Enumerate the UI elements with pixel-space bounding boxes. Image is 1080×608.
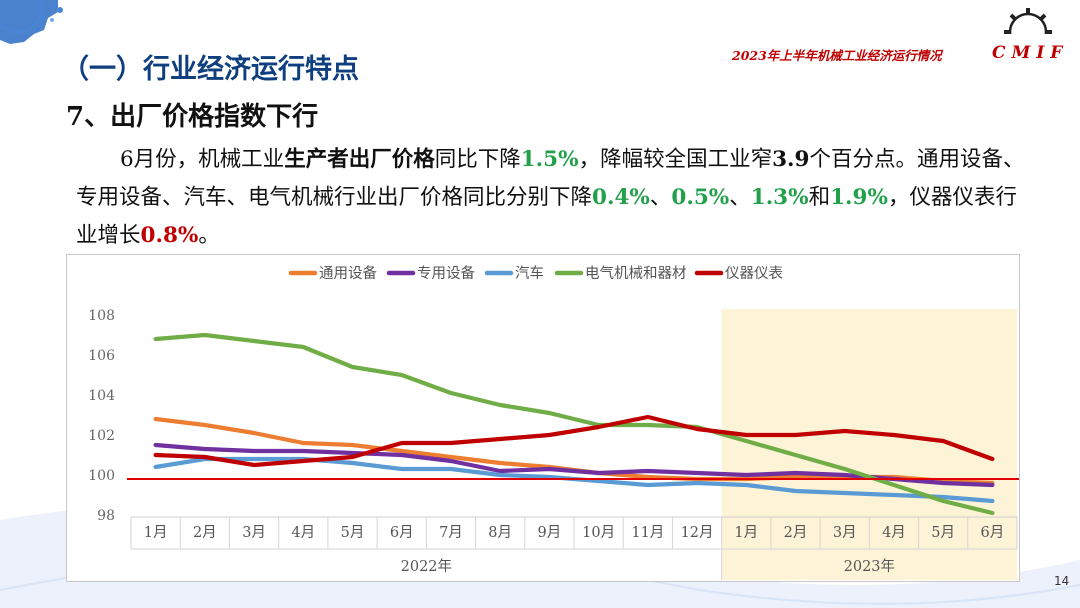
x-tick-label: 2月 [193, 525, 217, 541]
y-tick-label: 106 [88, 348, 115, 364]
x-tick-label: 5月 [341, 525, 365, 541]
y-tick-label: 108 [88, 308, 115, 324]
para-value-green: 0.4% [592, 185, 650, 210]
legend-label: 专用设备 [417, 265, 475, 282]
x-tick-label: 1月 [144, 525, 168, 541]
chart-svg: 98 100 102 104 106 108 1月 2月 3月 4月 5月 6月 7月 8月 9月 10月 11… [88, 265, 1019, 580]
para-text: 同比下降 [434, 147, 521, 172]
legend-label: 通用设备 [319, 265, 377, 282]
x-tick-label: 6月 [390, 525, 414, 541]
para-text: 、 [649, 185, 672, 210]
y-tick-label: 100 [88, 468, 115, 484]
para-value-green: 1.5% [520, 147, 579, 172]
para-text: 。 [198, 223, 220, 248]
x-tick-label: 7月 [439, 525, 463, 541]
x-tick-label: 4月 [291, 525, 315, 541]
cmif-logo-text: CMIF [992, 43, 1069, 63]
x-tick-label: 5月 [931, 525, 955, 541]
para-value-green: 1.9% [830, 185, 888, 210]
series-line-仪器仪表 [153, 414, 995, 468]
x-tick-label: 12月 [681, 525, 714, 541]
legend-label: 电气机械和器材 [585, 265, 687, 282]
x-tick-label: 9月 [538, 525, 562, 541]
series-line-电气机械和器材 [153, 332, 995, 516]
sub-title: 7、出厂价格指数下行 [66, 102, 319, 132]
legend-label: 仪器仪表 [725, 265, 783, 282]
x-tick-label: 4月 [882, 525, 906, 541]
x-tick-label: 1月 [734, 525, 758, 541]
x-tick-label: 11月 [631, 525, 664, 541]
x-tick-label: 3月 [242, 525, 266, 541]
y-tick-label: 102 [88, 428, 115, 444]
group-label: 2022年 [401, 558, 452, 575]
para-text: 和 [808, 185, 831, 210]
page-number: 14 [1054, 574, 1070, 588]
y-tick-label: 104 [88, 388, 115, 404]
para-value-bold: 3.9 [772, 147, 810, 172]
report-title: 2023年上半年机械工业经济运行情况 [732, 48, 942, 63]
group-label: 2023年 [844, 558, 895, 575]
para-text: 个百分点。通用设备、专用设备、汽车、电气机械行业出厂价格同比分别下降 [76, 147, 1025, 210]
legend-label: 汽车 [515, 265, 544, 282]
series-line-专用设备 [153, 442, 995, 488]
para-text: 6月份，机械工业 [120, 147, 285, 172]
x-tick-label: 3月 [833, 525, 857, 541]
x-tick-label: 6月 [981, 525, 1005, 541]
para-value-red: 0.8% [140, 223, 199, 248]
para-text-bold: 生产者出厂价格 [284, 147, 435, 172]
para-value-green: 1.3% [750, 185, 809, 210]
x-tick-label: 8月 [488, 525, 512, 541]
y-tick-label: 98 [97, 508, 115, 524]
para-text: ，降幅较全国工业窄 [578, 147, 773, 172]
cmif-logo-icon [998, 8, 1058, 56]
para-text: 、 [729, 185, 751, 210]
para-value-green: 0.5% [671, 185, 730, 210]
x-tick-label: 10月 [582, 525, 615, 541]
para-text: ，仪器仪表行业增长 [76, 185, 1017, 248]
x-tick-label: 2月 [784, 525, 808, 541]
gear-decoration [0, 0, 58, 44]
summary-paragraph: 6月份，机械工业生产者出厂价格同比下降1.5%，降幅较全国工业窄3.9个百分点。… [76, 141, 1026, 255]
section-title: （一）行业经济运行特点 [62, 54, 359, 85]
price-index-chart: 98 100 102 104 106 108 1月 2月 3月 4月 5月 6月 7月 8月 9月 10月 11… [66, 254, 1020, 582]
